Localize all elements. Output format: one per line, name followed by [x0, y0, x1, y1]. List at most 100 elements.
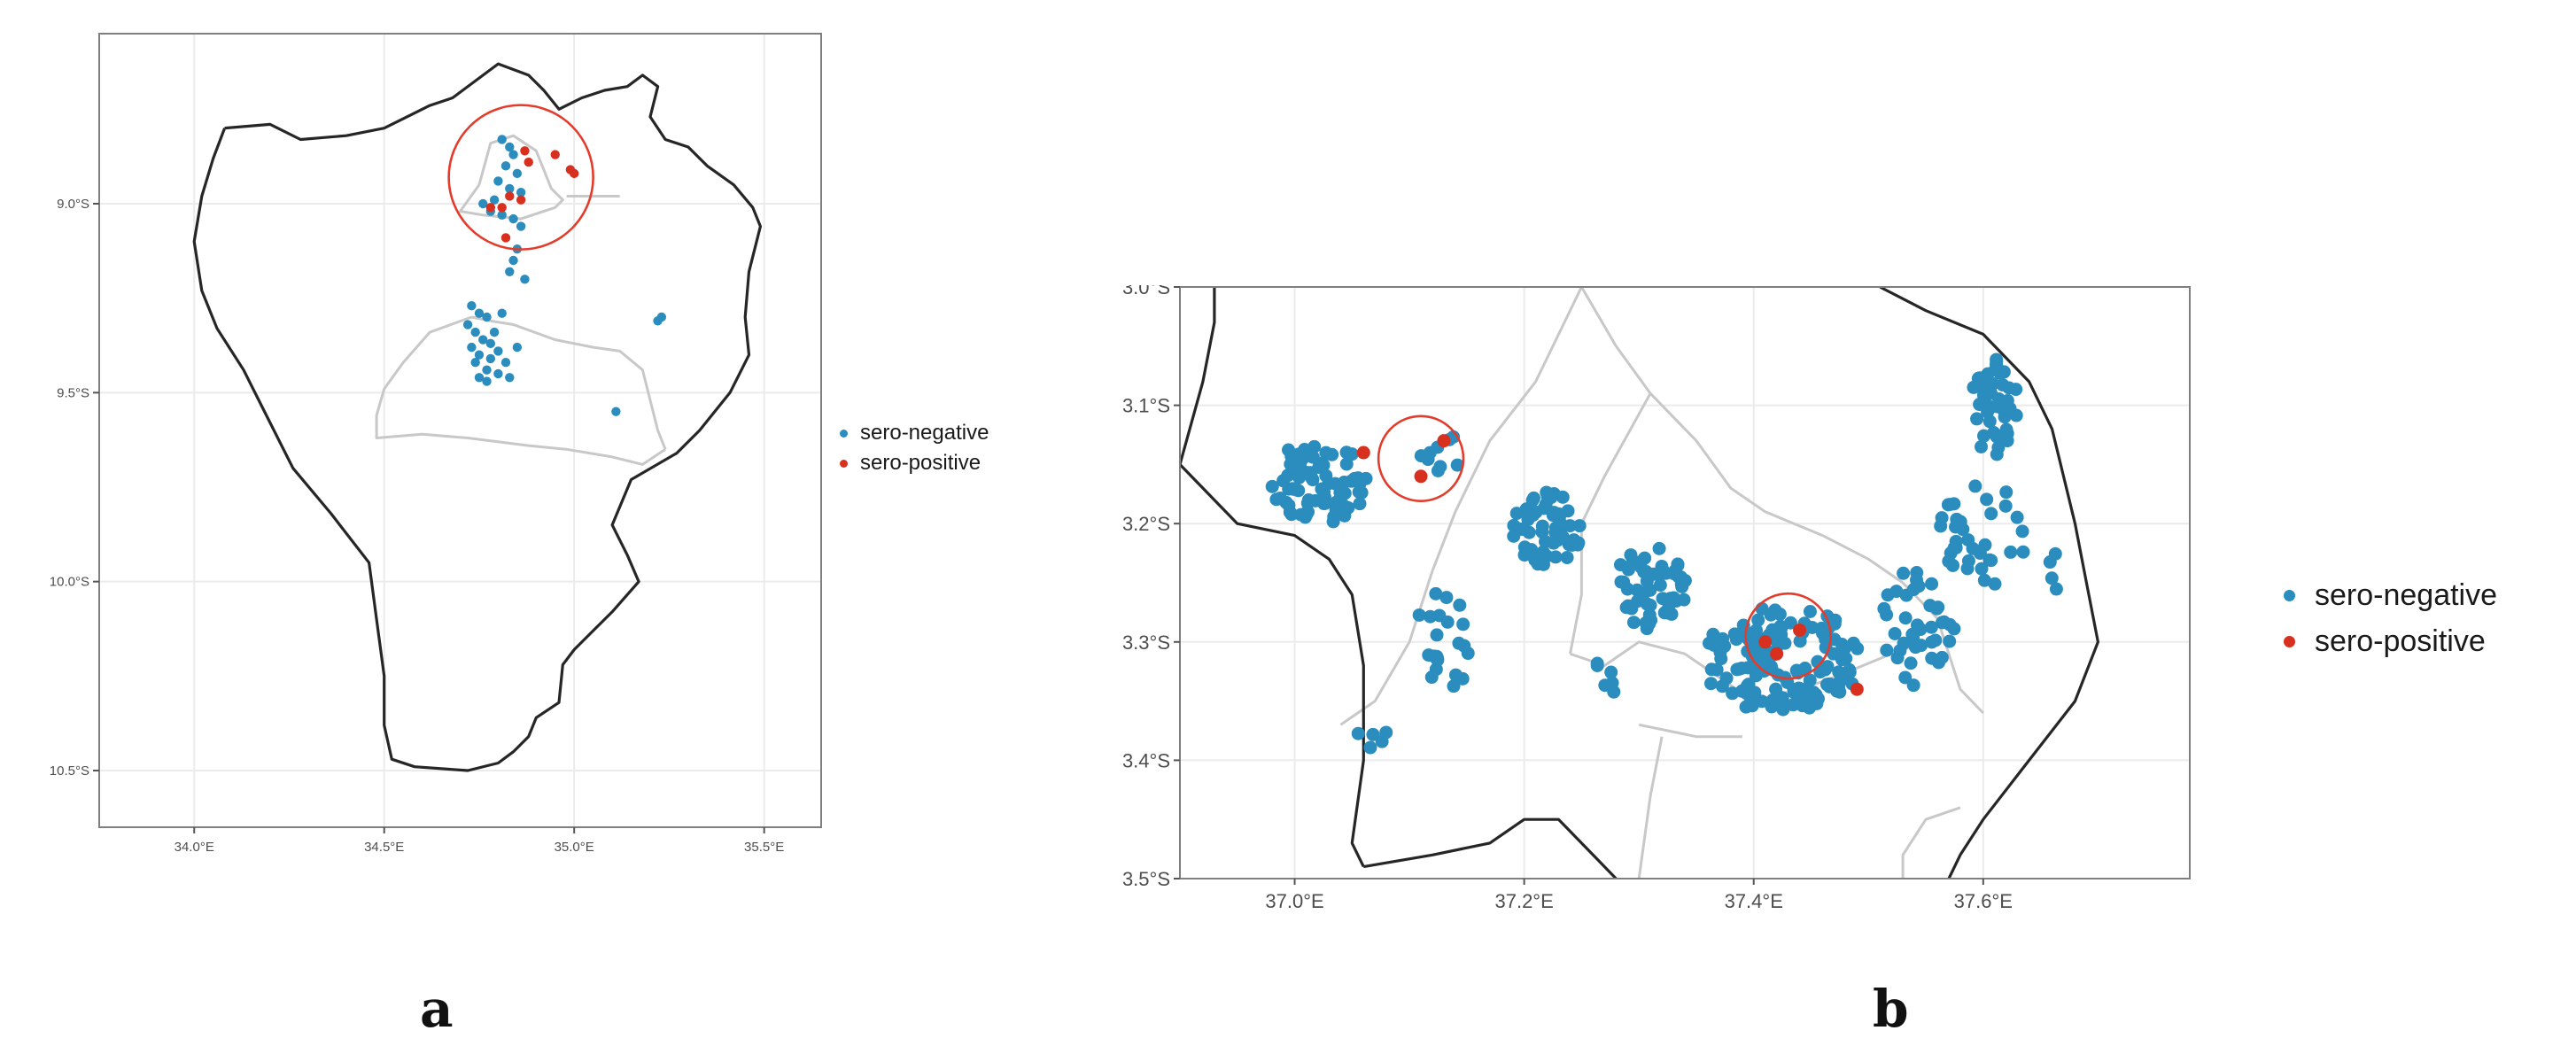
sample-point-negative — [1433, 460, 1447, 474]
sample-point-negative — [1751, 613, 1765, 627]
sample-point-positive — [1356, 446, 1370, 460]
sample-point-negative — [470, 358, 480, 368]
district-boundary — [1580, 287, 1904, 585]
sample-point-negative — [1980, 492, 1994, 507]
y-tick-label: 3.1°S — [1122, 395, 1170, 417]
sample-point-negative — [1747, 691, 1761, 705]
sample-point-negative — [1914, 639, 1928, 653]
sample-point-negative — [1565, 538, 1579, 552]
sample-point-negative — [1960, 562, 1975, 576]
sample-point-negative — [1333, 485, 1347, 500]
sample-point-negative — [611, 407, 621, 416]
sample-point-negative — [1716, 631, 1730, 646]
sample-point-negative — [505, 267, 515, 276]
sample-point-negative — [1937, 615, 1951, 629]
sample-point-negative — [1544, 490, 1558, 504]
sample-point-negative — [2004, 545, 2018, 559]
sample-point-negative — [1456, 617, 1470, 631]
sample-point-negative — [1981, 379, 1995, 393]
x-tick-label: 37.0°E — [1265, 890, 1323, 912]
sample-point-negative — [1898, 611, 1913, 625]
sample-point-negative — [1317, 497, 1331, 511]
sample-point-negative — [1755, 601, 1769, 616]
sample-point-negative — [2016, 545, 2030, 559]
sample-point-negative — [1432, 608, 1447, 623]
y-tick-label: 10.5°S — [50, 763, 89, 779]
legend-label: sero-positive — [860, 451, 982, 475]
sample-point-negative — [1535, 519, 1549, 533]
sample-point-negative — [1675, 579, 1689, 593]
sample-point-negative — [1281, 469, 1295, 483]
sample-point-negative — [1835, 672, 1849, 686]
sample-point-negative — [512, 342, 523, 353]
sample-point-negative — [1626, 616, 1641, 630]
sample-point-negative — [1984, 554, 1998, 568]
x-tick-label: 37.6°E — [1954, 890, 2013, 912]
seropositive-cluster-ring — [1744, 592, 1832, 680]
sample-point-negative — [1988, 577, 2002, 591]
sample-point-negative — [1982, 415, 1997, 429]
sample-point-negative — [1614, 575, 1628, 589]
sample-point-negative — [1978, 538, 1992, 552]
sample-point-positive — [1793, 623, 1807, 637]
sample-point-negative — [1889, 585, 1904, 599]
district-boundary — [1902, 581, 1984, 715]
sample-point-negative — [2045, 571, 2059, 585]
region-boundary — [1879, 287, 2100, 879]
sample-point-negative — [1430, 628, 1444, 642]
sample-point-negative — [1835, 638, 1849, 652]
sample-point-negative — [1329, 496, 1343, 510]
sample-point-negative — [1833, 685, 1847, 699]
sample-point-negative — [1604, 665, 1618, 679]
sample-point-negative — [1653, 578, 1667, 593]
sample-point-negative — [1351, 726, 1365, 740]
sample-point-negative — [1968, 479, 1982, 493]
sample-point-negative — [505, 142, 515, 152]
legend-dot-icon — [840, 429, 848, 438]
sample-point-negative — [1450, 458, 1464, 472]
legend-label: sero-negative — [860, 421, 989, 445]
sample-point-negative — [1999, 485, 2013, 500]
sample-point-positive — [1414, 469, 1428, 484]
sample-point-negative — [1877, 601, 1891, 616]
sample-point-positive — [1437, 434, 1451, 448]
sample-point-negative — [478, 198, 488, 209]
sample-point-negative — [474, 350, 485, 360]
region-boundary — [1180, 287, 1216, 465]
y-tick-label: 3.3°S — [1122, 631, 1170, 654]
sample-point-negative — [1793, 634, 1807, 648]
district-boundary — [375, 315, 666, 466]
region-boundary — [1363, 817, 1618, 879]
sample-point-negative — [2049, 582, 2063, 596]
sample-point-negative — [1974, 439, 1988, 453]
sample-point-negative — [1947, 622, 1961, 636]
sample-point-negative — [1811, 655, 1825, 669]
district-boundary — [471, 315, 667, 450]
sample-point-negative — [1590, 659, 1604, 673]
sample-point-negative — [1366, 727, 1380, 741]
sample-point-positive — [524, 157, 533, 167]
x-tick-label: 37.2°E — [1494, 890, 1553, 912]
sample-point-negative — [1906, 630, 1920, 644]
legend-item-sero-negative: sero-negative — [2284, 572, 2497, 618]
sample-point-negative — [1284, 457, 1298, 471]
sample-point-negative — [1353, 497, 1367, 511]
district-boundary — [1454, 287, 1583, 513]
legend-item-sero-positive: sero-positive — [840, 448, 989, 478]
map-panel-b: 37.0°E 37.2°E 37.4°E 37.6°E 3.0°S 3.1°S 3.2°S 3… — [1098, 276, 2192, 923]
sample-point-negative — [1846, 636, 1860, 650]
sample-point-negative — [516, 188, 526, 198]
sample-point-negative — [485, 353, 496, 364]
district-boundary — [1901, 806, 1961, 879]
sample-point-positive — [1770, 647, 1784, 661]
sample-point-negative — [2000, 393, 2014, 407]
y-tick-label: 9.5°S — [57, 385, 89, 400]
y-tick-label: 3.4°S — [1122, 749, 1170, 771]
sample-point-negative — [1359, 471, 1373, 485]
sample-point-negative — [1949, 534, 1963, 548]
x-tick-label: 34.0°E — [175, 840, 214, 855]
seropositive-cluster-ring — [1377, 415, 1465, 502]
sample-point-negative — [1298, 443, 1312, 457]
sample-point-negative — [1729, 632, 1743, 647]
sample-point-negative — [1666, 591, 1680, 605]
